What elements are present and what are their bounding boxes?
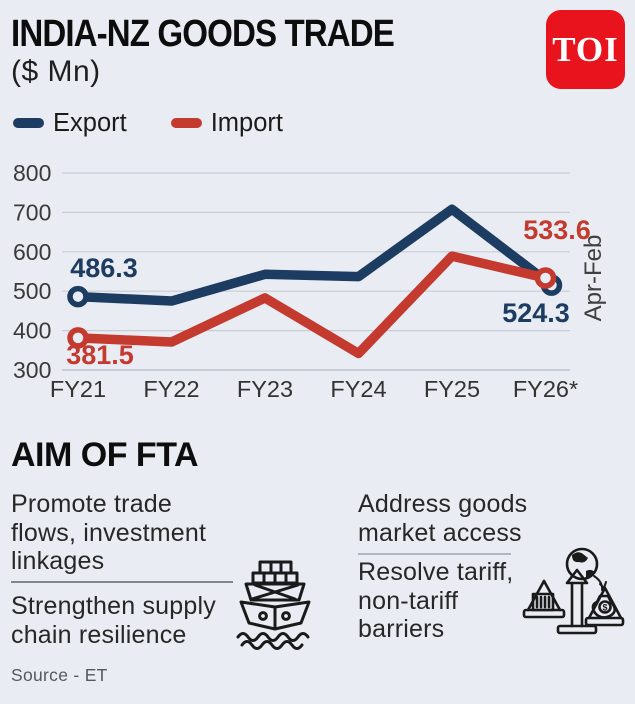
x-tick-label: FY21	[50, 376, 106, 402]
y-tick-label: 700	[13, 199, 51, 225]
data-label-import-first: 381.5	[66, 340, 134, 370]
fta-item-strengthen-supply: Strengthen supply chain resilience	[11, 592, 216, 649]
import-legend-label: Import	[210, 108, 283, 137]
y-tick-label: 800	[13, 160, 51, 186]
trade-balance-scale-icon: $	[522, 547, 625, 635]
export-legend-label: Export	[53, 108, 127, 137]
x-tick-label: FY26*	[513, 376, 578, 402]
x-tick-label: FY25	[424, 376, 480, 402]
import-marker	[534, 267, 557, 289]
y-tick-label: 300	[13, 357, 51, 383]
import-line	[77, 251, 547, 359]
x-tick-label: FY23	[237, 376, 293, 402]
fta-item-promote-trade: Promote trade flows, investment linkages	[11, 490, 207, 575]
toi-logo-text: TOI	[552, 29, 619, 69]
x-tick-label: FY24	[330, 376, 386, 402]
right-column-divider	[358, 553, 511, 555]
y-tick-label: 600	[13, 239, 51, 265]
fta-item-address-goods: Address goods market access	[358, 490, 528, 547]
cargo-ship-icon	[236, 560, 311, 650]
export-legend-swatch	[13, 118, 44, 128]
y-tick-label: 400	[13, 318, 51, 344]
data-label-export-last: 524.3	[502, 298, 570, 328]
export-marker	[67, 285, 89, 308]
page-subtitle: ($ Mn)	[11, 55, 101, 88]
data-label-import-last: 533.6	[523, 215, 591, 245]
fta-heading: AIM OF FTA	[11, 436, 199, 474]
dollar-glyph: $	[602, 603, 607, 613]
x-tick-label: FY22	[143, 376, 199, 402]
left-column-divider	[11, 581, 233, 583]
page-title: INDIA-NZ GOODS TRADE	[11, 13, 395, 55]
import-legend-swatch	[170, 118, 202, 128]
right-axis-label: Apr-Feb	[580, 235, 607, 322]
toi-logo: TOI	[546, 10, 625, 89]
y-tick-label: 500	[13, 278, 51, 304]
import-marker	[67, 327, 89, 349]
fta-item-resolve-tariff: Resolve tariff, non-tariff barriers	[358, 558, 514, 643]
data-label-export-first: 486.3	[70, 253, 138, 283]
export-line	[77, 204, 555, 306]
chart-legend: Export Import	[13, 108, 283, 138]
trade-line-chart: 300 400 500 600 700 800 FY21 FY22 FY23 FY24 FY25 FY…	[13, 160, 607, 402]
source-note: Source - ET	[11, 665, 108, 685]
